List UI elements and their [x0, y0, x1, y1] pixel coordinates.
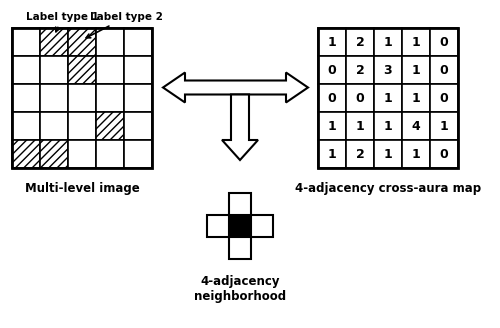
Text: 0: 0 — [328, 92, 336, 105]
Bar — [207, 215, 229, 237]
Bar — [96, 28, 124, 56]
Bar — [96, 140, 124, 168]
Text: 1: 1 — [356, 119, 364, 133]
Bar — [318, 112, 346, 140]
Bar — [40, 84, 68, 112]
Bar — [402, 140, 430, 168]
Bar — [68, 84, 96, 112]
Polygon shape — [163, 72, 308, 102]
Bar — [40, 56, 68, 84]
Bar — [402, 28, 430, 56]
Bar — [12, 140, 40, 168]
Text: 0: 0 — [328, 64, 336, 76]
Bar — [124, 56, 152, 84]
Bar — [346, 112, 374, 140]
Bar — [12, 140, 40, 168]
Bar — [430, 28, 458, 56]
Bar — [318, 28, 346, 56]
Bar — [402, 84, 430, 112]
Bar — [40, 112, 68, 140]
Bar — [96, 84, 124, 112]
Bar — [318, 28, 458, 168]
Polygon shape — [222, 94, 258, 160]
Text: 2: 2 — [356, 35, 364, 49]
Text: 1: 1 — [412, 92, 420, 105]
Text: 0: 0 — [440, 148, 448, 160]
Text: 1: 1 — [412, 64, 420, 76]
Text: 1: 1 — [384, 119, 392, 133]
Bar — [12, 56, 40, 84]
Text: 0: 0 — [440, 92, 448, 105]
Bar — [124, 84, 152, 112]
Bar — [12, 28, 40, 56]
Bar — [12, 84, 40, 112]
Text: 1: 1 — [328, 35, 336, 49]
Bar — [68, 56, 96, 84]
Bar — [96, 112, 124, 140]
Bar — [374, 56, 402, 84]
Bar — [346, 28, 374, 56]
Bar — [430, 112, 458, 140]
Text: 0: 0 — [440, 64, 448, 76]
Bar — [124, 140, 152, 168]
Bar — [318, 84, 346, 112]
Bar — [124, 28, 152, 56]
Bar — [402, 56, 430, 84]
Text: 4: 4 — [412, 119, 420, 133]
Bar — [374, 112, 402, 140]
Text: 0: 0 — [440, 35, 448, 49]
Bar — [374, 28, 402, 56]
Bar — [96, 56, 124, 84]
Text: 1: 1 — [412, 148, 420, 160]
Bar — [318, 56, 346, 84]
Text: Multi-level image: Multi-level image — [24, 182, 140, 195]
Bar — [251, 215, 273, 237]
Bar — [68, 28, 96, 56]
Text: Label type 1: Label type 1 — [26, 12, 99, 32]
Text: 3: 3 — [384, 64, 392, 76]
Text: 1: 1 — [384, 92, 392, 105]
Bar — [430, 140, 458, 168]
Bar — [430, 56, 458, 84]
Bar — [12, 28, 152, 168]
Text: 0: 0 — [356, 92, 364, 105]
Bar — [430, 84, 458, 112]
Text: 1: 1 — [384, 35, 392, 49]
Bar — [229, 237, 251, 259]
Text: 2: 2 — [356, 148, 364, 160]
Bar — [124, 112, 152, 140]
Bar — [318, 140, 346, 168]
Text: 1: 1 — [440, 119, 448, 133]
Text: 1: 1 — [384, 148, 392, 160]
Bar — [229, 193, 251, 215]
Text: Label type 2: Label type 2 — [86, 12, 163, 38]
Bar — [40, 140, 68, 168]
Bar — [346, 84, 374, 112]
Text: 2: 2 — [356, 64, 364, 76]
Text: 1: 1 — [412, 35, 420, 49]
Bar — [68, 56, 96, 84]
Bar — [402, 112, 430, 140]
Bar — [40, 140, 68, 168]
Bar — [96, 112, 124, 140]
Text: 1: 1 — [328, 148, 336, 160]
Bar — [68, 140, 96, 168]
Bar — [346, 140, 374, 168]
Bar — [12, 112, 40, 140]
Bar — [40, 28, 68, 56]
Text: 4-adjacency
neighborhood: 4-adjacency neighborhood — [194, 275, 286, 303]
Bar — [68, 112, 96, 140]
Bar — [229, 215, 251, 237]
Bar — [346, 56, 374, 84]
Bar — [68, 28, 96, 56]
Bar — [374, 140, 402, 168]
Bar — [374, 84, 402, 112]
Bar — [40, 28, 68, 56]
Text: 4-adjacency cross-aura map: 4-adjacency cross-aura map — [295, 182, 481, 195]
Text: 1: 1 — [328, 119, 336, 133]
